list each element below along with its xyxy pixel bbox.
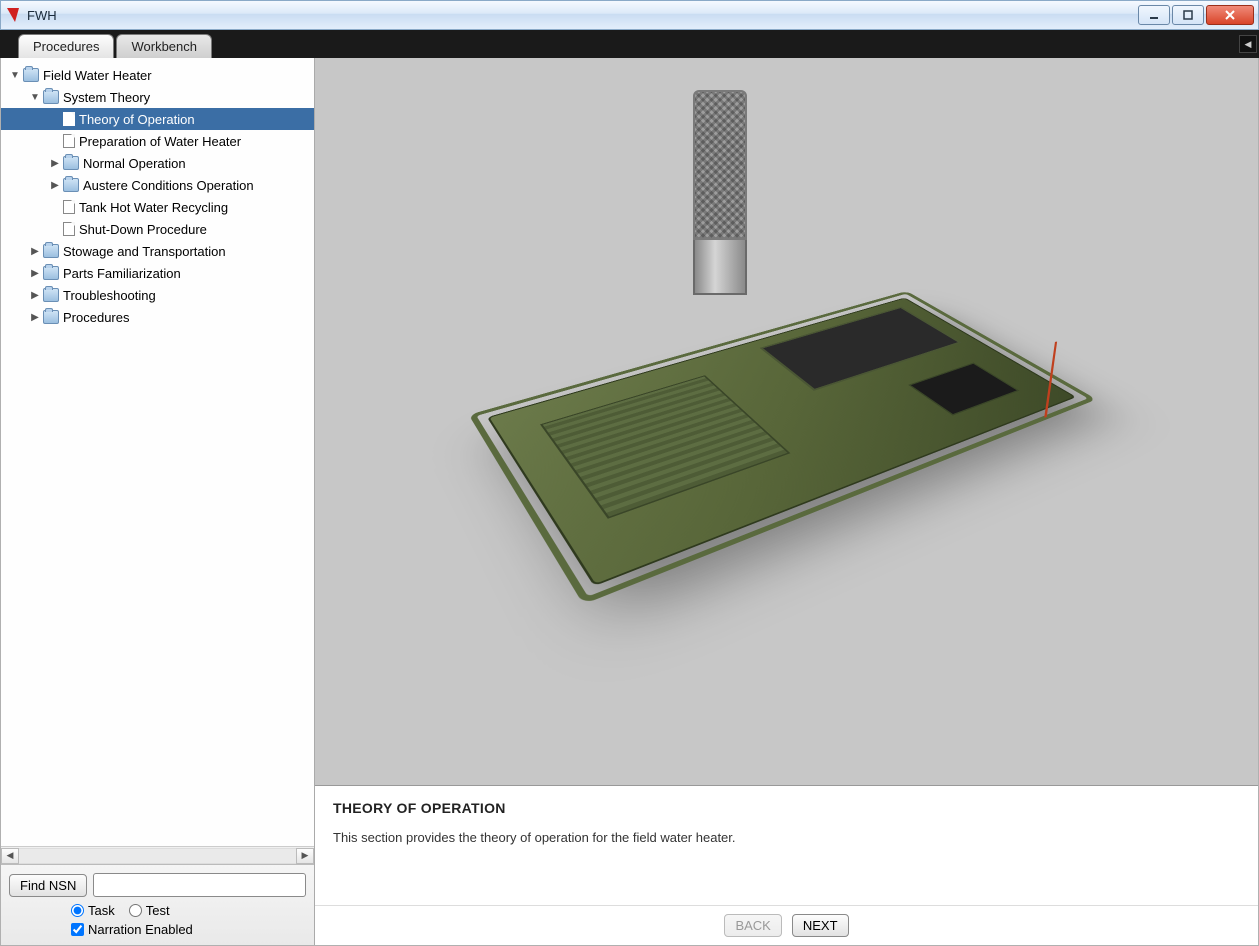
- tree-item-label: Preparation of Water Heater: [79, 134, 241, 149]
- narration-checkbox[interactable]: Narration Enabled: [71, 922, 306, 937]
- tree-item[interactable]: ▶ Parts Familiarization: [1, 262, 314, 284]
- expand-icon[interactable]: ▶: [27, 290, 43, 301]
- search-panel: Find NSN Task Test Narration Enabled: [1, 864, 314, 945]
- tree-item[interactable]: Preparation of Water Heater: [1, 130, 314, 152]
- tree-item-label: Tank Hot Water Recycling: [79, 200, 228, 215]
- horizontal-scrollbar[interactable]: ◀ ▶: [1, 846, 314, 864]
- tree-item-label: Shut-Down Procedure: [79, 222, 207, 237]
- close-button[interactable]: [1206, 5, 1254, 25]
- scroll-right-button[interactable]: ▶: [296, 848, 314, 864]
- tree-item-label: Troubleshooting: [63, 288, 156, 303]
- folder-icon: [43, 288, 59, 302]
- minimize-button[interactable]: [1138, 5, 1170, 25]
- expand-icon[interactable]: ▶: [27, 246, 43, 257]
- find-nsn-button[interactable]: Find NSN: [9, 874, 87, 897]
- find-nsn-input[interactable]: [93, 873, 306, 897]
- tree-item-label: Stowage and Transportation: [63, 244, 226, 259]
- tree-item[interactable]: ▶ Troubleshooting: [1, 284, 314, 306]
- tree-item-label: Austere Conditions Operation: [83, 178, 254, 193]
- tab-bar: Procedures Workbench: [0, 30, 1259, 58]
- tree-item[interactable]: ▶ Austere Conditions Operation: [1, 174, 314, 196]
- maximize-button[interactable]: [1172, 5, 1204, 25]
- 3d-viewport[interactable]: [315, 58, 1258, 785]
- navigation-bar: BACK NEXT: [315, 905, 1258, 945]
- model-chimney: [693, 90, 747, 290]
- expand-icon[interactable]: ▶: [27, 312, 43, 323]
- folder-icon: [43, 90, 59, 104]
- back-button[interactable]: BACK: [724, 914, 781, 937]
- document-icon: [63, 200, 75, 214]
- content-body: This section provides the theory of oper…: [333, 830, 1240, 845]
- radio-task-label: Task: [88, 903, 115, 918]
- tree-item-label: Theory of Operation: [79, 112, 195, 127]
- folder-icon: [63, 156, 79, 170]
- panel-collapse-button[interactable]: [1239, 35, 1257, 53]
- narration-label: Narration Enabled: [88, 922, 193, 937]
- collapse-icon[interactable]: ▼: [27, 92, 43, 103]
- tree-item-label: Field Water Heater: [43, 68, 152, 83]
- tree-item-label: Procedures: [63, 310, 129, 325]
- folder-icon: [43, 266, 59, 280]
- next-button[interactable]: NEXT: [792, 914, 849, 937]
- window-titlebar: FWH: [0, 0, 1259, 30]
- folder-icon: [63, 178, 79, 192]
- expand-icon[interactable]: ▶: [27, 268, 43, 279]
- tree-item[interactable]: Theory of Operation: [1, 108, 314, 130]
- document-icon: [63, 134, 75, 148]
- 3d-model: [486, 297, 1076, 586]
- tree-item-label: System Theory: [63, 90, 150, 105]
- expand-icon[interactable]: ▶: [47, 180, 63, 191]
- minimize-icon: [1149, 10, 1159, 20]
- folder-icon: [23, 68, 39, 82]
- tree-item[interactable]: Tank Hot Water Recycling: [1, 196, 314, 218]
- content-title: THEORY OF OPERATION: [333, 800, 1240, 816]
- document-icon: [63, 112, 75, 126]
- radio-test-input[interactable]: [129, 904, 142, 917]
- content-area: THEORY OF OPERATION This section provide…: [315, 58, 1258, 945]
- radio-task[interactable]: Task: [71, 903, 115, 918]
- tree-item[interactable]: ▶ Normal Operation: [1, 152, 314, 174]
- description-panel: THEORY OF OPERATION This section provide…: [315, 785, 1258, 905]
- collapse-icon[interactable]: ▼: [7, 70, 23, 81]
- tab-procedures[interactable]: Procedures: [18, 34, 114, 58]
- close-icon: [1224, 10, 1236, 20]
- scroll-left-button[interactable]: ◀: [1, 848, 19, 864]
- expand-icon[interactable]: ▶: [47, 158, 63, 169]
- app-logo-icon: [5, 7, 21, 23]
- radio-test[interactable]: Test: [129, 903, 170, 918]
- radio-task-input[interactable]: [71, 904, 84, 917]
- tree-item[interactable]: ▶ Procedures: [1, 306, 314, 328]
- folder-icon: [43, 310, 59, 324]
- navigation-tree: ▼Field Water Heater▼System TheoryTheory …: [1, 58, 314, 846]
- tree-item-label: Parts Familiarization: [63, 266, 181, 281]
- scroll-track[interactable]: [19, 848, 296, 864]
- tree-item[interactable]: Shut-Down Procedure: [1, 218, 314, 240]
- tree-item-label: Normal Operation: [83, 156, 186, 171]
- narration-checkbox-input[interactable]: [71, 923, 84, 936]
- document-icon: [63, 222, 75, 236]
- folder-icon: [43, 244, 59, 258]
- tree-item[interactable]: ▼ Field Water Heater: [1, 64, 314, 86]
- maximize-icon: [1183, 10, 1193, 20]
- radio-test-label: Test: [146, 903, 170, 918]
- tree-item[interactable]: ▶ Stowage and Transportation: [1, 240, 314, 262]
- tab-workbench[interactable]: Workbench: [116, 34, 212, 58]
- sidebar: ▼Field Water Heater▼System TheoryTheory …: [1, 58, 315, 945]
- window-title: FWH: [27, 8, 1138, 23]
- tree-item[interactable]: ▼ System Theory: [1, 86, 314, 108]
